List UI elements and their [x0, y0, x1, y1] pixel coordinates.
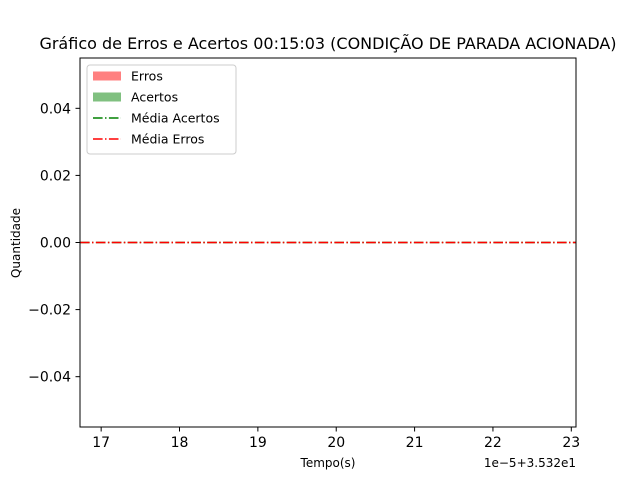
x-axis-label: Tempo(s): [300, 456, 356, 470]
legend-label-media-erros: Média Erros: [131, 132, 204, 147]
y-tick-label: 0.00: [40, 236, 71, 252]
x-axis-offset-text: 1e−5+3.532e1: [484, 456, 576, 470]
chart-title: Gráfico de Erros e Acertos 00:15:03 (CON…: [39, 34, 616, 53]
x-tick-label: 18: [171, 435, 189, 451]
legend-frame: [86, 64, 237, 155]
x-tick-label: 23: [562, 435, 580, 451]
y-axis: −0.04 −0.02 0.00 0.02 0.04: [28, 101, 80, 386]
x-tick-label: 17: [92, 435, 110, 451]
x-tick-label: 19: [249, 435, 267, 451]
y-tick-label: 0.02: [40, 168, 71, 184]
y-tick-label: −0.02: [28, 303, 71, 319]
x-tick-label: 20: [327, 435, 345, 451]
legend-label-acertos: Acertos: [131, 90, 178, 105]
legend: Erros Acertos Média Acertos Média Erros: [86, 64, 237, 155]
y-tick-label: 0.04: [40, 101, 71, 117]
legend-label-erros: Erros: [131, 69, 163, 84]
x-tick-label: 22: [484, 435, 502, 451]
x-tick-label: 21: [406, 435, 424, 451]
legend-swatch-erros: [93, 71, 121, 81]
y-axis-label: Quantidade: [9, 208, 23, 278]
legend-swatch-acertos: [93, 92, 121, 102]
y-tick-label: −0.04: [28, 370, 71, 386]
x-axis: 17 18 19 20 21 22 23: [92, 427, 580, 451]
legend-label-media-acertos: Média Acertos: [131, 111, 220, 126]
